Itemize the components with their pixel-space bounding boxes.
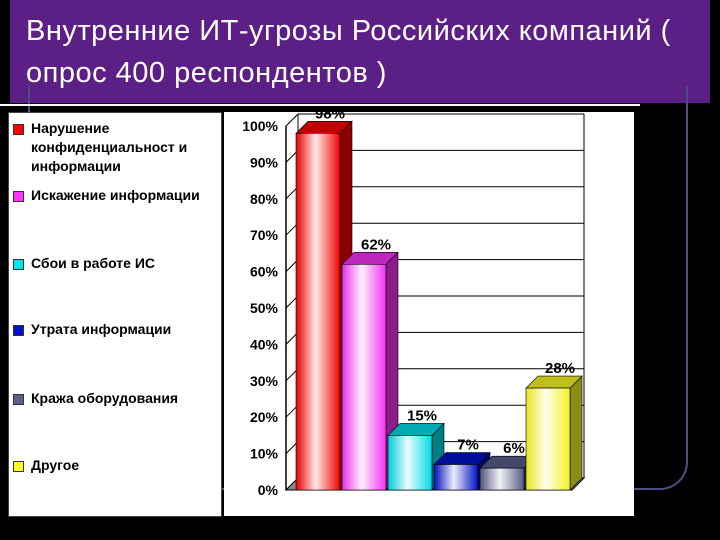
y-tick-label: 40%: [250, 336, 279, 352]
y-tick-label: 0%: [258, 482, 279, 498]
y-tick-label: 20%: [250, 409, 279, 425]
title-band: [10, 0, 710, 103]
slide-title: Внутренние ИТ-угрозы Российских компаний…: [26, 15, 671, 89]
bar-3: [387, 422, 445, 491]
data-label-4: 7%: [457, 437, 479, 454]
legend-label-1: Нарушение конфиденциальност и информации: [31, 120, 188, 174]
legend-label-4: Утрата информации: [31, 321, 172, 337]
bar-2: [341, 251, 399, 491]
legend-label-3: Сбои в работе ИС: [31, 255, 156, 271]
axis-layer: 0% 10% 20% 30% 40% 50% 60% 70% 80% 90% 100%: [242, 118, 287, 498]
y-tick-label: 50%: [250, 300, 279, 316]
legend-label-5: Кража оборудования: [31, 390, 179, 406]
y-tick-label: 100%: [242, 118, 278, 134]
data-label-6: 28%: [545, 360, 575, 377]
data-label-1: 98%: [315, 112, 345, 122]
label-layer: 98% 62% 15% 7% 6% 28%: [315, 112, 575, 457]
y-tick-label: 10%: [250, 446, 279, 462]
y-tick-label: 30%: [250, 373, 279, 389]
legend-swatch-6: [13, 461, 24, 472]
title-underline: [0, 104, 640, 106]
legend-label-2: Искажение информации: [31, 187, 200, 203]
y-tick-label: 60%: [250, 264, 279, 280]
y-tick-label: 70%: [250, 227, 279, 243]
legend-label-6: Другое: [31, 457, 80, 473]
y-tick-label: 80%: [250, 191, 279, 207]
legend-swatch-3: [13, 259, 24, 270]
legend-swatch-1: [13, 124, 24, 135]
chart-legend: Нарушение конфиденциальност и информации…: [8, 112, 222, 517]
data-label-2: 62%: [361, 236, 391, 253]
data-label-5: 6%: [503, 440, 525, 457]
gridline: [285, 113, 584, 127]
y-tick-label: 90%: [250, 154, 279, 170]
legend-swatch-5: [13, 394, 24, 405]
bar-chart: 0% 10% 20% 30% 40% 50% 60% 70% 80% 90% 100% 98% 62%…: [224, 112, 634, 516]
legend-swatch-4: [13, 325, 24, 336]
data-label-3: 15%: [407, 407, 437, 424]
bar-6: [525, 375, 583, 491]
legend-swatch-2: [13, 191, 24, 202]
bar-layer: [295, 120, 583, 491]
